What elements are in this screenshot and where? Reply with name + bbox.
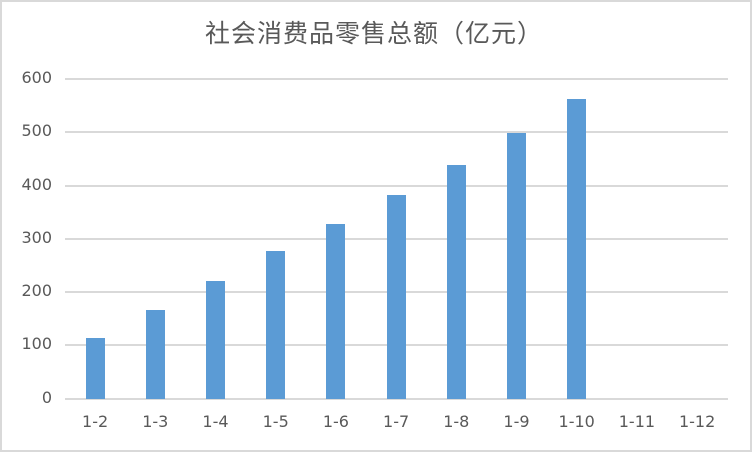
bar-1-2[interactable]	[85, 337, 105, 399]
chart-title: 社会消费品零售总额（亿元）	[204, 19, 543, 48]
gridline-400	[65, 184, 728, 187]
x-tick-label: 1-4	[202, 412, 229, 431]
x-tick-label: 1-2	[82, 412, 109, 431]
gridline-600	[65, 78, 728, 80]
y-tick-label: 0	[41, 387, 52, 407]
x-tick-label: 1-6	[322, 412, 349, 431]
x-tick-label: 1-3	[142, 412, 169, 431]
y-tick-label: 300	[21, 227, 52, 247]
bar-1-7[interactable]	[386, 195, 406, 399]
x-tick-label: 1-10	[558, 412, 595, 431]
bar-1-6[interactable]	[326, 223, 346, 399]
bar-1-10[interactable]	[567, 99, 587, 399]
x-tick-label: 1-7	[383, 412, 410, 431]
x-tick-label: 1-12	[678, 412, 716, 431]
gridline-500	[65, 131, 728, 134]
gridline-0	[65, 397, 728, 400]
x-tick-label: 1-8	[443, 412, 470, 431]
x-tick-label: 1-11	[618, 412, 656, 431]
x-tick-label: 1-9	[503, 412, 530, 431]
y-tick-label: 400	[21, 174, 52, 194]
y-tick-label: 200	[21, 281, 52, 301]
bar-1-4[interactable]	[206, 280, 225, 399]
bar-1-3[interactable]	[145, 310, 165, 399]
y-tick-label: 100	[21, 334, 52, 354]
y-tick-label: 500	[21, 121, 52, 141]
bar-1-8[interactable]	[446, 165, 466, 399]
y-tick-label: 600	[21, 68, 52, 87]
bar-1-5[interactable]	[266, 251, 286, 399]
x-tick-label: 1-5	[262, 412, 289, 431]
bar-1-9[interactable]	[507, 132, 526, 399]
